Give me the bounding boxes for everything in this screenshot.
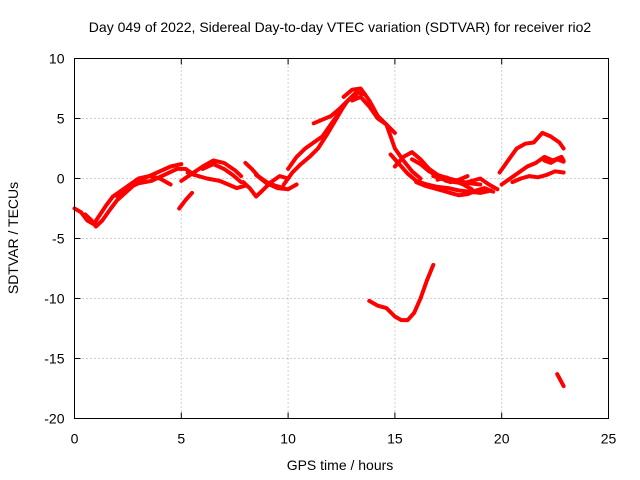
- series-track-19: [414, 180, 496, 198]
- series-track-13: [311, 92, 359, 126]
- y-tick-label: 0: [57, 171, 65, 187]
- series-track-23: [497, 130, 566, 175]
- y-tick-label: 5: [57, 111, 65, 127]
- series-track-4: [177, 190, 194, 211]
- x-tick-label: 20: [494, 431, 510, 447]
- y-tick-label: 10: [49, 51, 65, 67]
- x-tick-label: 25: [601, 431, 617, 447]
- series-track-21: [435, 175, 474, 192]
- data-series: [72, 86, 566, 389]
- series-track-2: [83, 174, 173, 229]
- series-track-1: [72, 162, 184, 227]
- series-track-6: [185, 170, 248, 191]
- series-track-25: [510, 169, 566, 185]
- chart-title: Day 049 of 2022, Sidereal Day-to-day VTE…: [89, 19, 592, 35]
- series-track-26: [542, 157, 566, 165]
- series-track-3: [115, 166, 197, 199]
- axis-ticks: 0 5 10 15 20 25 -20 -15 -10 -5 0 5 10: [44, 51, 616, 447]
- y-tick-label: -20: [44, 411, 64, 427]
- x-tick-label: 0: [71, 431, 79, 447]
- series-track-9: [241, 174, 291, 199]
- x-tick-label: 5: [177, 431, 185, 447]
- series-track-7: [200, 162, 244, 185]
- x-tick-label: 10: [280, 431, 296, 447]
- y-tick-label: -5: [52, 231, 65, 247]
- y-axis-label: SDTVAR / TECUs: [5, 182, 21, 294]
- series-track-27: [555, 372, 566, 389]
- y-tick-label: -15: [44, 351, 64, 367]
- series-track-22: [367, 262, 436, 323]
- y-tick-label: -10: [44, 291, 64, 307]
- series-track-10: [254, 172, 299, 192]
- series-track-15: [350, 94, 423, 181]
- series-track-12: [286, 90, 367, 171]
- x-axis-label: GPS time / hours: [287, 457, 394, 473]
- x-tick-label: 15: [387, 431, 403, 447]
